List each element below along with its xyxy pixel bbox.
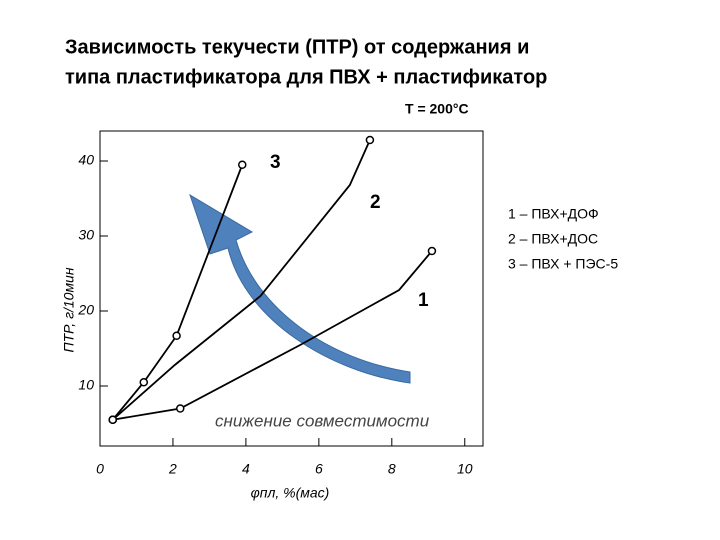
x-tick-label: 8 (388, 461, 396, 477)
legend-entry: 2 – ПВХ+ДОС (508, 231, 598, 247)
point (172, 331, 181, 340)
subtitle: Т = 200°С (405, 101, 469, 117)
x-tick-label: 10 (457, 461, 473, 477)
x-tick-label: 0 (96, 461, 104, 477)
point (427, 246, 437, 256)
y-tick-label: 30 (78, 227, 94, 243)
plot-frame (99, 130, 484, 447)
legend-entry: 3 – ПВХ + ПЭС-5 (508, 256, 618, 272)
x-tick-label: 4 (242, 461, 250, 477)
legend-entry: 1 – ПВХ+ДОФ (508, 206, 599, 222)
curve (112, 164, 244, 421)
y-tick-label: 40 (78, 152, 94, 168)
curve (112, 250, 433, 421)
annotation-bg (205, 408, 470, 434)
point (238, 160, 247, 169)
point (139, 378, 149, 387)
trend-arrow (189, 193, 411, 384)
curve-label: 1 (418, 290, 429, 311)
curve-label: 2 (370, 192, 381, 213)
title: Зависимость текучести (ПТР) от содержани… (65, 36, 529, 58)
title-line: типа пластификатора для ПВХ + пластифика… (65, 66, 547, 88)
curve (112, 139, 371, 421)
annotation: снижение совместимости (215, 411, 430, 430)
point (108, 415, 118, 424)
y-tick-label: 10 (78, 377, 94, 393)
point (365, 135, 375, 145)
x-axis-label: φпл, %(мас) (251, 485, 330, 501)
x-tick-label: 2 (168, 461, 177, 477)
x-tick-label: 6 (315, 461, 323, 477)
point (175, 404, 185, 413)
y-tick-label: 20 (77, 302, 94, 318)
curve-label: 3 (270, 152, 281, 173)
y-axis-label: ПТР, г/10мин (61, 267, 77, 352)
